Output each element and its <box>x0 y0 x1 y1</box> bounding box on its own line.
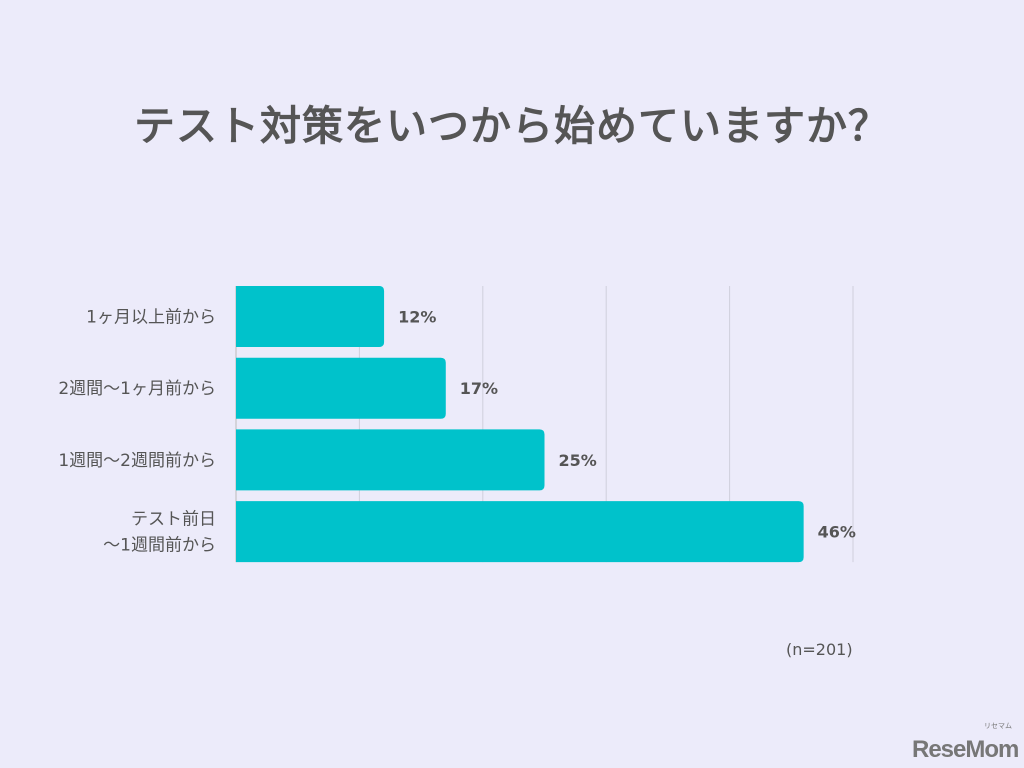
category-label: 1ヶ月以上前から <box>86 308 216 328</box>
bar <box>236 429 545 491</box>
chart-title: テスト対策をいつから始めていますか？ <box>134 102 890 150</box>
bar <box>236 286 385 347</box>
value-label: 12% <box>398 308 436 327</box>
category-label: 2週間〜1ヶ月前から <box>58 379 216 399</box>
category-label: テスト前日 <box>131 510 216 530</box>
value-label: 17% <box>460 379 498 398</box>
bar <box>236 501 804 563</box>
category-label: 〜1週間前から <box>103 536 216 556</box>
value-label: 46% <box>818 523 856 542</box>
category-label: 1週間〜2週間前から <box>58 451 216 471</box>
value-label: 25% <box>559 451 597 470</box>
sample-size-note: (n=201) <box>786 640 853 659</box>
resemom-logo: ReseMom <box>912 736 1019 763</box>
bar <box>236 357 446 419</box>
resemom-logo-sub: リセマム <box>984 722 1012 730</box>
